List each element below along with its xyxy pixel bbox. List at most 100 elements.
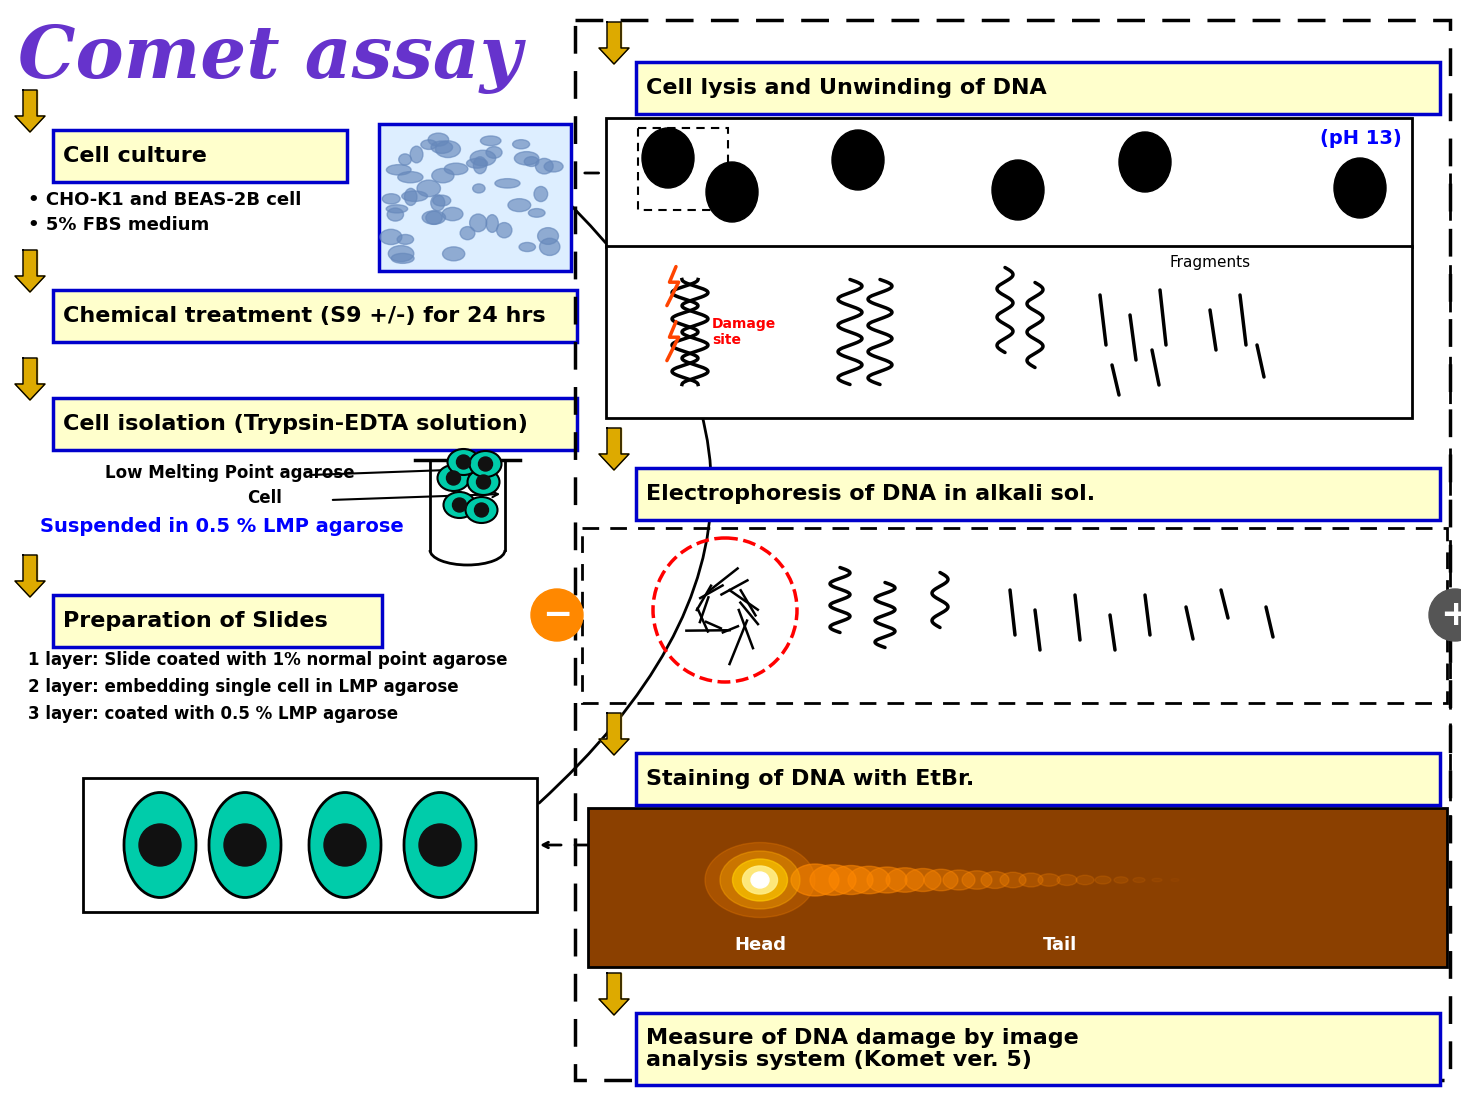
- Text: Measure of DNA damage by image: Measure of DNA damage by image: [646, 1028, 1078, 1048]
- Ellipse shape: [389, 246, 413, 262]
- Text: Low Melting Point agarose: Low Melting Point agarose: [105, 464, 355, 482]
- Text: 2 layer: embedding single cell in LMP agarose: 2 layer: embedding single cell in LMP ag…: [28, 678, 459, 695]
- Ellipse shape: [387, 208, 403, 222]
- Text: −: −: [542, 598, 573, 632]
- Text: +: +: [1439, 598, 1461, 632]
- Ellipse shape: [742, 866, 777, 894]
- Ellipse shape: [992, 160, 1045, 220]
- Ellipse shape: [444, 163, 468, 174]
- Polygon shape: [599, 48, 630, 64]
- FancyBboxPatch shape: [606, 246, 1411, 418]
- Ellipse shape: [519, 242, 536, 251]
- Ellipse shape: [481, 136, 501, 146]
- Circle shape: [476, 475, 491, 489]
- Ellipse shape: [443, 247, 465, 261]
- Ellipse shape: [308, 792, 381, 897]
- Bar: [23, 555, 37, 581]
- Bar: [606, 22, 621, 48]
- Text: Comet assay: Comet assay: [18, 23, 522, 93]
- Circle shape: [475, 504, 488, 517]
- FancyBboxPatch shape: [53, 595, 381, 647]
- Ellipse shape: [706, 842, 815, 917]
- Ellipse shape: [1094, 877, 1110, 884]
- Ellipse shape: [422, 211, 446, 224]
- Ellipse shape: [1113, 877, 1128, 883]
- Circle shape: [1429, 589, 1461, 641]
- Ellipse shape: [460, 227, 475, 240]
- Ellipse shape: [1132, 878, 1145, 882]
- Text: 1 layer: Slide coated with 1% normal point agarose: 1 layer: Slide coated with 1% normal poi…: [28, 651, 507, 669]
- Text: Cell culture: Cell culture: [63, 146, 207, 166]
- Text: (pH 13): (pH 13): [1321, 128, 1403, 147]
- Ellipse shape: [831, 131, 884, 190]
- Ellipse shape: [999, 872, 1026, 887]
- Ellipse shape: [399, 154, 412, 166]
- Text: Cell lysis and Unwinding of DNA: Cell lysis and Unwinding of DNA: [646, 78, 1046, 98]
- Ellipse shape: [866, 867, 907, 893]
- FancyBboxPatch shape: [83, 778, 538, 912]
- Polygon shape: [15, 276, 45, 292]
- Ellipse shape: [538, 228, 558, 245]
- FancyBboxPatch shape: [53, 131, 348, 182]
- Polygon shape: [15, 116, 45, 132]
- Ellipse shape: [466, 158, 488, 168]
- Ellipse shape: [539, 238, 560, 256]
- Circle shape: [324, 824, 367, 866]
- Ellipse shape: [1056, 874, 1077, 885]
- Polygon shape: [15, 384, 45, 400]
- Ellipse shape: [641, 128, 694, 188]
- Bar: [606, 713, 621, 739]
- Ellipse shape: [421, 139, 437, 149]
- Ellipse shape: [1153, 879, 1161, 882]
- Ellipse shape: [431, 195, 444, 211]
- Ellipse shape: [529, 208, 545, 217]
- Bar: [23, 250, 37, 276]
- Ellipse shape: [397, 171, 424, 183]
- Text: Fragments: Fragments: [1169, 256, 1251, 271]
- Ellipse shape: [495, 179, 520, 188]
- Ellipse shape: [468, 470, 500, 495]
- Ellipse shape: [508, 199, 530, 212]
- Ellipse shape: [923, 869, 958, 891]
- Text: Preparation of Slides: Preparation of Slides: [63, 611, 327, 631]
- Ellipse shape: [980, 871, 1010, 889]
- Ellipse shape: [402, 191, 428, 202]
- Text: Tail: Tail: [1043, 936, 1077, 954]
- Text: Head: Head: [733, 936, 786, 954]
- Ellipse shape: [487, 215, 498, 233]
- Ellipse shape: [828, 866, 874, 894]
- Ellipse shape: [444, 491, 475, 518]
- Ellipse shape: [543, 161, 562, 172]
- Ellipse shape: [487, 147, 503, 158]
- Text: Electrophoresis of DNA in alkali sol.: Electrophoresis of DNA in alkali sol.: [646, 484, 1096, 504]
- FancyBboxPatch shape: [606, 118, 1411, 247]
- Ellipse shape: [942, 870, 974, 890]
- Ellipse shape: [720, 851, 801, 909]
- Ellipse shape: [432, 195, 451, 206]
- Ellipse shape: [809, 864, 856, 895]
- Ellipse shape: [473, 184, 485, 193]
- Ellipse shape: [535, 158, 554, 174]
- Ellipse shape: [425, 212, 443, 225]
- Polygon shape: [15, 581, 45, 597]
- Circle shape: [453, 498, 466, 512]
- Ellipse shape: [466, 497, 498, 523]
- Ellipse shape: [1037, 873, 1061, 886]
- Ellipse shape: [386, 165, 411, 176]
- Ellipse shape: [885, 868, 923, 892]
- Ellipse shape: [524, 157, 539, 167]
- Ellipse shape: [514, 151, 539, 165]
- Text: • CHO-K1 and BEAS-2B cell: • CHO-K1 and BEAS-2B cell: [28, 191, 301, 210]
- Ellipse shape: [405, 189, 416, 205]
- Ellipse shape: [1018, 873, 1043, 887]
- Circle shape: [479, 457, 492, 471]
- Ellipse shape: [443, 207, 463, 220]
- Ellipse shape: [751, 872, 768, 887]
- FancyBboxPatch shape: [636, 468, 1441, 520]
- Ellipse shape: [386, 205, 408, 213]
- Ellipse shape: [416, 180, 440, 196]
- Ellipse shape: [447, 449, 479, 475]
- Text: 3 layer: coated with 0.5 % LMP agarose: 3 layer: coated with 0.5 % LMP agarose: [28, 705, 399, 723]
- Circle shape: [419, 824, 462, 866]
- Ellipse shape: [847, 867, 890, 894]
